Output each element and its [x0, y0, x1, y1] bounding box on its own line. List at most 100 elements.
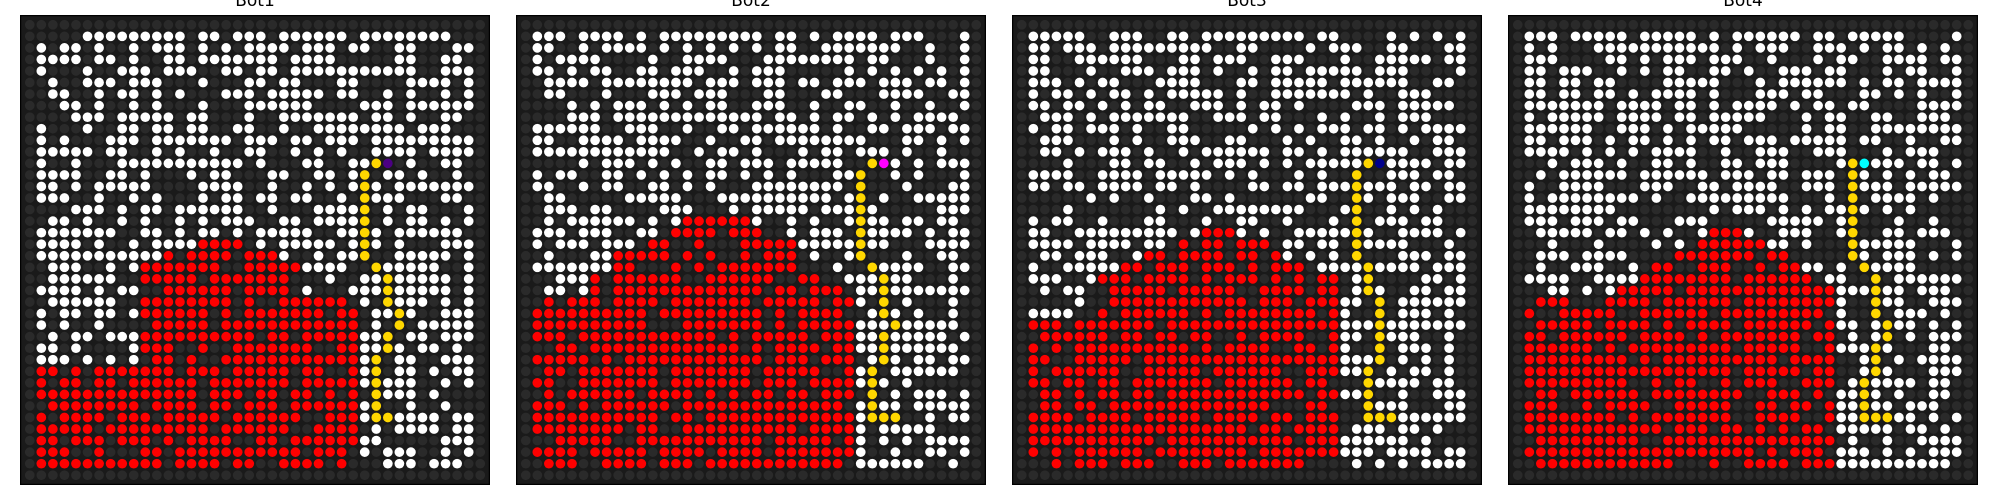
open-cell — [948, 262, 958, 273]
blocked-cell — [1328, 135, 1339, 146]
blocked-cell — [348, 146, 359, 157]
fire-cell — [1167, 331, 1177, 342]
open-cell — [798, 135, 808, 146]
open-cell — [1444, 158, 1454, 169]
fire-cell — [1294, 274, 1304, 284]
open-cell — [371, 181, 382, 192]
blocked-cell — [1016, 412, 1027, 423]
blocked-cell — [1305, 146, 1316, 157]
open-cell — [578, 181, 589, 192]
fire-cell — [117, 412, 128, 423]
open-cell — [359, 31, 370, 42]
blocked-cell — [624, 135, 635, 146]
fire-cell — [163, 389, 174, 400]
blocked-cell — [24, 123, 35, 134]
open-cell — [1143, 100, 1154, 111]
blocked-cell — [728, 158, 739, 169]
fire-cell — [613, 320, 624, 330]
blocked-cell — [232, 135, 243, 146]
fire-cell — [128, 424, 139, 434]
blocked-cell — [1294, 366, 1304, 377]
open-cell — [1836, 54, 1847, 65]
open-cell — [751, 146, 762, 157]
open-cell — [1155, 227, 1166, 238]
blocked-cell — [475, 123, 486, 134]
open-cell — [1294, 31, 1304, 42]
open-cell — [867, 54, 878, 65]
open-cell — [1363, 320, 1374, 330]
open-cell — [1421, 308, 1431, 319]
open-cell — [71, 250, 81, 261]
open-cell — [117, 331, 128, 342]
blocked-cell — [798, 262, 808, 273]
fire-cell — [578, 366, 589, 377]
blocked-cell — [798, 216, 808, 226]
open-cell — [244, 216, 255, 226]
open-cell — [878, 227, 889, 238]
open-cell — [1421, 320, 1431, 330]
open-cell — [809, 239, 820, 250]
open-cell — [798, 54, 808, 65]
blocked-cell — [878, 470, 889, 481]
fire-cell — [1282, 262, 1293, 273]
blocked-cell — [94, 354, 104, 365]
blocked-cell — [313, 412, 324, 423]
blocked-cell — [209, 424, 220, 434]
open-cell — [359, 43, 370, 53]
fire-cell — [1213, 262, 1223, 273]
open-cell — [1398, 170, 1408, 180]
blocked-cell — [971, 66, 982, 76]
blocked-cell — [382, 54, 393, 65]
fire-cell — [105, 458, 116, 469]
blocked-cell — [520, 343, 531, 354]
open-cell — [140, 216, 151, 226]
blocked-cell — [590, 181, 600, 192]
blocked-cell — [475, 274, 486, 284]
open-cell — [1444, 123, 1454, 134]
blocked-cell — [821, 470, 831, 481]
open-cell — [429, 285, 439, 296]
blocked-cell — [520, 424, 531, 434]
blocked-cell — [1086, 377, 1096, 388]
open-cell — [1340, 320, 1351, 330]
blocked-cell — [406, 239, 416, 250]
blocked-cell — [302, 19, 312, 30]
blocked-cell — [821, 343, 831, 354]
blocked-cell — [1778, 19, 1789, 30]
open-cell — [1409, 89, 1420, 99]
blocked-cell — [1259, 77, 1270, 88]
fire-cell — [740, 366, 751, 377]
open-cell — [440, 331, 451, 342]
open-cell — [359, 274, 370, 284]
open-cell — [659, 181, 670, 192]
open-cell — [890, 89, 901, 99]
blocked-cell — [1224, 89, 1235, 99]
fire-cell — [1051, 424, 1062, 434]
blocked-cell — [775, 158, 785, 169]
open-cell — [1709, 54, 1719, 65]
open-cell — [763, 204, 774, 215]
blocked-cell — [647, 170, 658, 180]
open-cell — [1167, 123, 1177, 134]
fire-cell — [832, 320, 843, 330]
blocked-cell — [694, 158, 704, 169]
blocked-cell — [1432, 239, 1443, 250]
open-cell — [59, 54, 70, 65]
blocked-cell — [1063, 274, 1073, 284]
open-cell — [1409, 297, 1420, 307]
blocked-cell — [117, 100, 128, 111]
open-cell — [1432, 31, 1443, 42]
blocked-cell — [1743, 54, 1754, 65]
fire-cell — [1063, 331, 1073, 342]
open-cell — [1398, 320, 1408, 330]
open-cell — [555, 89, 566, 99]
blocked-cell — [1351, 470, 1362, 481]
blocked-cell — [902, 66, 912, 76]
blocked-cell — [855, 19, 866, 30]
open-cell — [429, 77, 439, 88]
blocked-cell — [452, 389, 462, 400]
open-cell — [855, 274, 866, 284]
open-cell — [36, 354, 47, 365]
open-cell — [1639, 43, 1650, 53]
fire-cell — [705, 274, 716, 284]
